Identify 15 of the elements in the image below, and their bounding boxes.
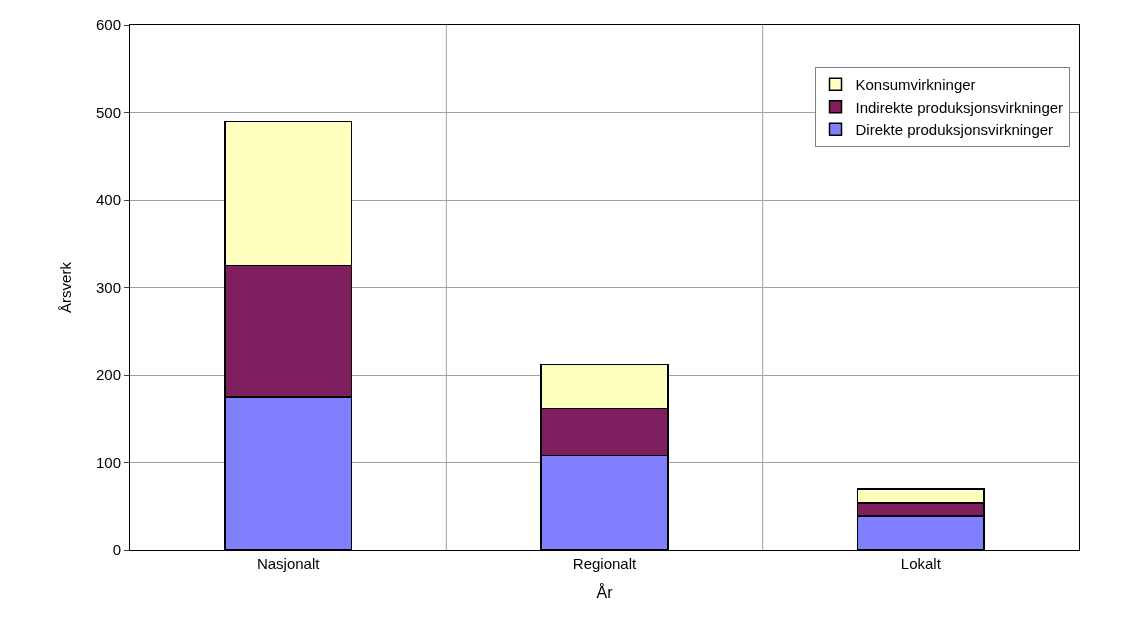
y-axis-title: Årsverk [57, 261, 75, 313]
legend-label: Indirekte produksjonsvirkninger [855, 98, 1064, 116]
x-tick-label: Regionalt [572, 555, 638, 572]
y-tick-label: 0 [112, 541, 121, 559]
y-tick-label: 500 [95, 103, 121, 121]
legend-label: Direkte produksjonsvirkninger [855, 121, 1054, 139]
y-tick-label: 200 [95, 366, 121, 384]
legend-label: Konsumvirkninger [855, 76, 976, 94]
x-tick-label: Lokalt [900, 555, 942, 572]
y-tick-label: 400 [95, 191, 121, 209]
y-tick-label: 300 [95, 278, 121, 296]
x-tick-label: Nasjonalt [256, 555, 321, 572]
x-axis-title: År [596, 582, 614, 601]
y-tick-label: 600 [95, 16, 121, 34]
y-tick-label: 100 [95, 453, 121, 471]
